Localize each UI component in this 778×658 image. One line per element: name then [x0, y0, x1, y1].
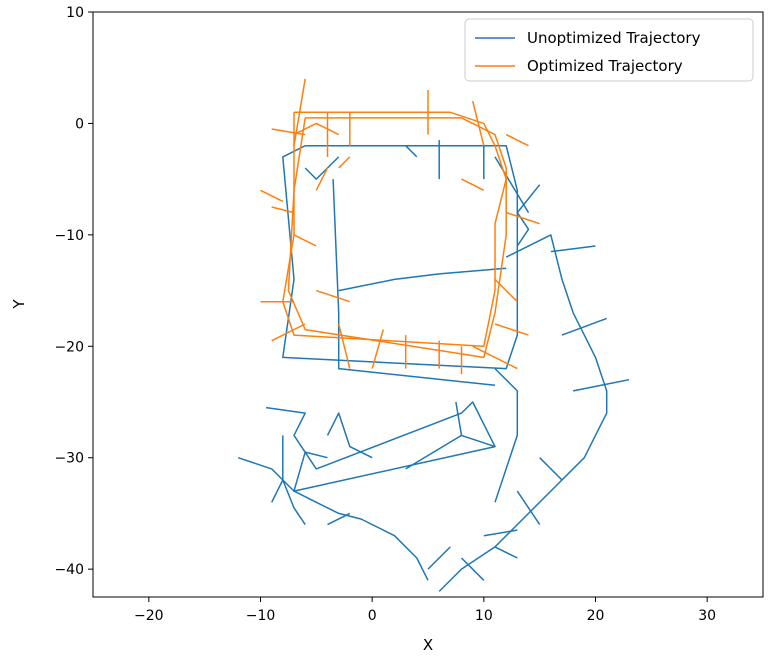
trajectory-path [304, 156, 340, 180]
trajectory-path [282, 144, 519, 370]
trajectory-path [494, 156, 530, 213]
trajectory-path [315, 167, 329, 191]
trajectory-path [405, 145, 418, 158]
series-optimized-trajectory [260, 78, 540, 375]
trajectory-path [494, 323, 529, 336]
y-tick-label: 0 [75, 116, 84, 132]
series-unoptimized-trajectory [237, 140, 630, 592]
x-tick-label: 30 [698, 608, 716, 624]
y-tick-label: −30 [54, 451, 84, 467]
trajectory-path [505, 211, 540, 225]
trajectory-path [483, 529, 518, 537]
x-tick-label: 20 [587, 608, 605, 624]
trajectory-path [332, 179, 496, 387]
trajectory-path [282, 435, 306, 526]
y-axis-label: Y [10, 299, 28, 310]
trajectory-path [287, 117, 507, 359]
legend: Unoptimized Trajectory Optimized Traject… [464, 18, 754, 82]
trajectory-path [550, 245, 596, 253]
y-tick-label: −40 [54, 562, 84, 578]
trajectory-path [271, 479, 284, 503]
trajectory-path [516, 184, 541, 247]
x-tick-label: 10 [475, 608, 493, 624]
trajectory-path [494, 278, 518, 303]
axes-frame [92, 11, 764, 598]
legend-label-unoptimized: Unoptimized Trajectory [527, 29, 701, 47]
x-axis-label: X [423, 636, 433, 654]
trajectory-path [471, 100, 485, 146]
trajectory-path [573, 378, 630, 392]
x-tick-label: −10 [246, 608, 276, 624]
trajectory-path [494, 546, 518, 559]
trajectory-path [271, 206, 295, 214]
x-tick-label: −20 [134, 608, 164, 624]
ticks-layer: −20 −10 0 10 20 30 10 0 −10 −20 −30 −40 [54, 5, 716, 624]
trajectory-path [271, 128, 306, 136]
trajectory-path [338, 267, 507, 292]
trajectory-path [494, 368, 519, 503]
trajectory-path [337, 323, 351, 369]
trajectory-path [316, 289, 351, 303]
trajectory-path [427, 546, 451, 570]
trajectory-path [371, 329, 385, 369]
trajectory-path [516, 490, 541, 526]
y-tick-label: −10 [54, 228, 84, 244]
trajectory-path [237, 456, 429, 581]
y-tick-label: 10 [66, 5, 84, 21]
trajectory-path [265, 401, 496, 492]
trajectory-path [271, 323, 306, 342]
trajectory-path [539, 457, 563, 481]
legend-box [464, 18, 754, 82]
trajectory-path [293, 234, 317, 247]
trajectory-path [338, 156, 351, 169]
trajectory-path [461, 178, 485, 191]
trajectory-path [561, 317, 607, 336]
x-tick-label: 0 [368, 608, 377, 624]
trajectory-path [293, 122, 340, 136]
trajectory-path [326, 412, 373, 459]
trajectory-path [260, 189, 284, 203]
trajectory-path [327, 512, 351, 526]
trajectory-path [438, 234, 608, 592]
trajectory-path [505, 133, 529, 147]
trajectory-path [293, 78, 306, 146]
series-layer [237, 78, 630, 592]
y-tick-label: −20 [54, 339, 84, 355]
trajectory-path [472, 345, 518, 370]
legend-label-optimized: Optimized Trajectory [527, 57, 683, 75]
trajectory-path [460, 557, 485, 581]
trajectory-path [455, 401, 463, 436]
